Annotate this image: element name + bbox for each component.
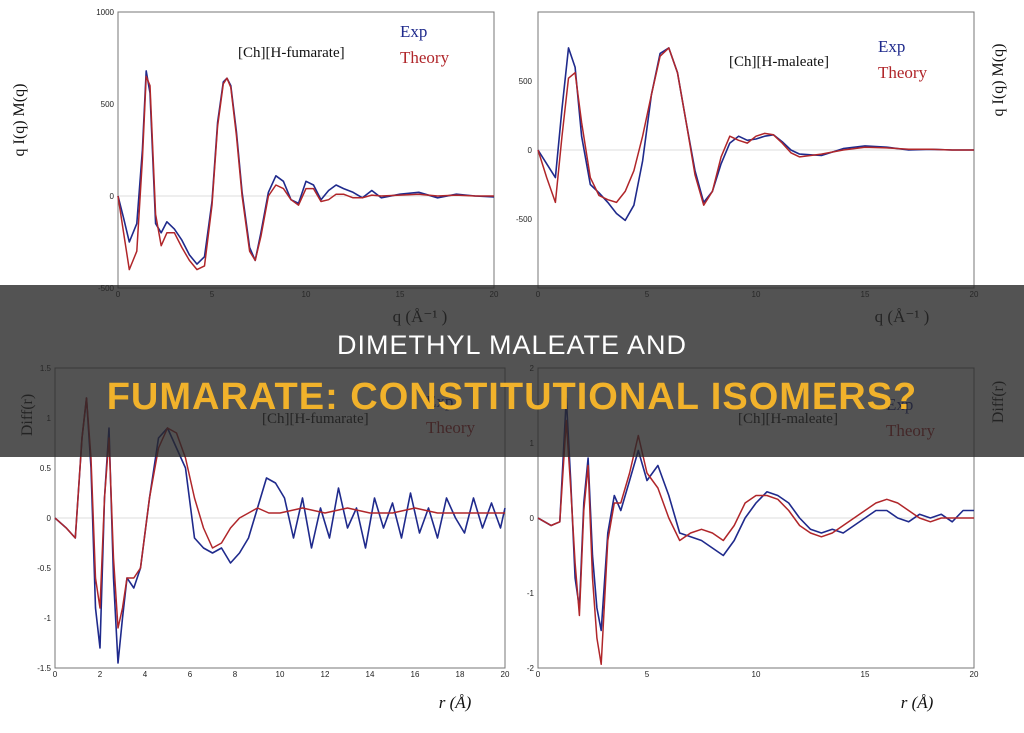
series-line-theory bbox=[537, 419, 974, 666]
x-tick-label: 10 bbox=[752, 670, 761, 679]
chart-title: [Ch][H-maleate] bbox=[729, 54, 829, 70]
y-axis-label: q I(q) M(q) bbox=[11, 84, 28, 157]
x-axis-label: r (Å) bbox=[439, 693, 472, 712]
chart-title: [Ch][H-fumarate] bbox=[238, 45, 345, 61]
legend-exp: Exp bbox=[878, 37, 905, 56]
y-tick-label: 500 bbox=[519, 77, 533, 86]
x-tick-label: 0 bbox=[53, 670, 58, 679]
x-axis-label: r (Å) bbox=[901, 693, 934, 712]
series-line-theory bbox=[117, 75, 494, 271]
y-tick-label: 0 bbox=[110, 192, 115, 201]
x-tick-label: 8 bbox=[233, 670, 238, 679]
legend-theory: Theory bbox=[400, 48, 450, 67]
banner-title-line-2: FUMARATE: CONSTITUTIONAL ISOMERS? bbox=[106, 376, 918, 418]
y-tick-label: -2 bbox=[527, 664, 535, 673]
y-tick-label: -500 bbox=[516, 215, 533, 224]
x-tick-label: 20 bbox=[501, 670, 510, 679]
x-tick-label: 4 bbox=[143, 670, 148, 679]
y-tick-label: 0 bbox=[530, 514, 535, 523]
x-tick-label: 18 bbox=[456, 670, 465, 679]
y-tick-label: 1000 bbox=[96, 8, 114, 17]
y-tick-label: 0 bbox=[528, 146, 533, 155]
x-tick-label: 0 bbox=[536, 670, 541, 679]
y-tick-label: -1 bbox=[527, 589, 535, 598]
x-tick-label: 10 bbox=[276, 670, 285, 679]
legend-exp: Exp bbox=[400, 22, 427, 41]
panel-2: 05101520-5000500[Ch][H-maleate]ExpTheory… bbox=[516, 11, 1007, 326]
banner-title-line-1: DIMETHYL MALEATE AND bbox=[336, 330, 688, 360]
x-tick-label: 2 bbox=[98, 670, 103, 679]
y-tick-label: 0.5 bbox=[40, 464, 52, 473]
panel-1: 05101520-50005001000[Ch][H-fumarate]ExpT… bbox=[11, 8, 499, 326]
x-tick-label: 15 bbox=[861, 670, 870, 679]
y-tick-label: 0 bbox=[47, 514, 52, 523]
series-line-theory bbox=[537, 47, 974, 206]
series-line-theory bbox=[54, 397, 505, 629]
x-tick-label: 12 bbox=[321, 670, 330, 679]
series-line-exp bbox=[117, 70, 495, 265]
y-tick-label: -0.5 bbox=[37, 564, 51, 573]
y-tick-label: -1 bbox=[44, 614, 52, 623]
y-axis-label: q I(q) M(q) bbox=[990, 44, 1007, 117]
x-tick-label: 6 bbox=[188, 670, 193, 679]
y-tick-label: -1.5 bbox=[37, 664, 51, 673]
x-tick-label: 20 bbox=[970, 670, 979, 679]
x-tick-label: 14 bbox=[366, 670, 375, 679]
y-tick-label: 500 bbox=[101, 100, 115, 109]
x-tick-label: 5 bbox=[645, 670, 650, 679]
legend-theory: Theory bbox=[878, 63, 928, 82]
title-banner bbox=[0, 285, 1024, 457]
x-tick-label: 16 bbox=[411, 670, 420, 679]
